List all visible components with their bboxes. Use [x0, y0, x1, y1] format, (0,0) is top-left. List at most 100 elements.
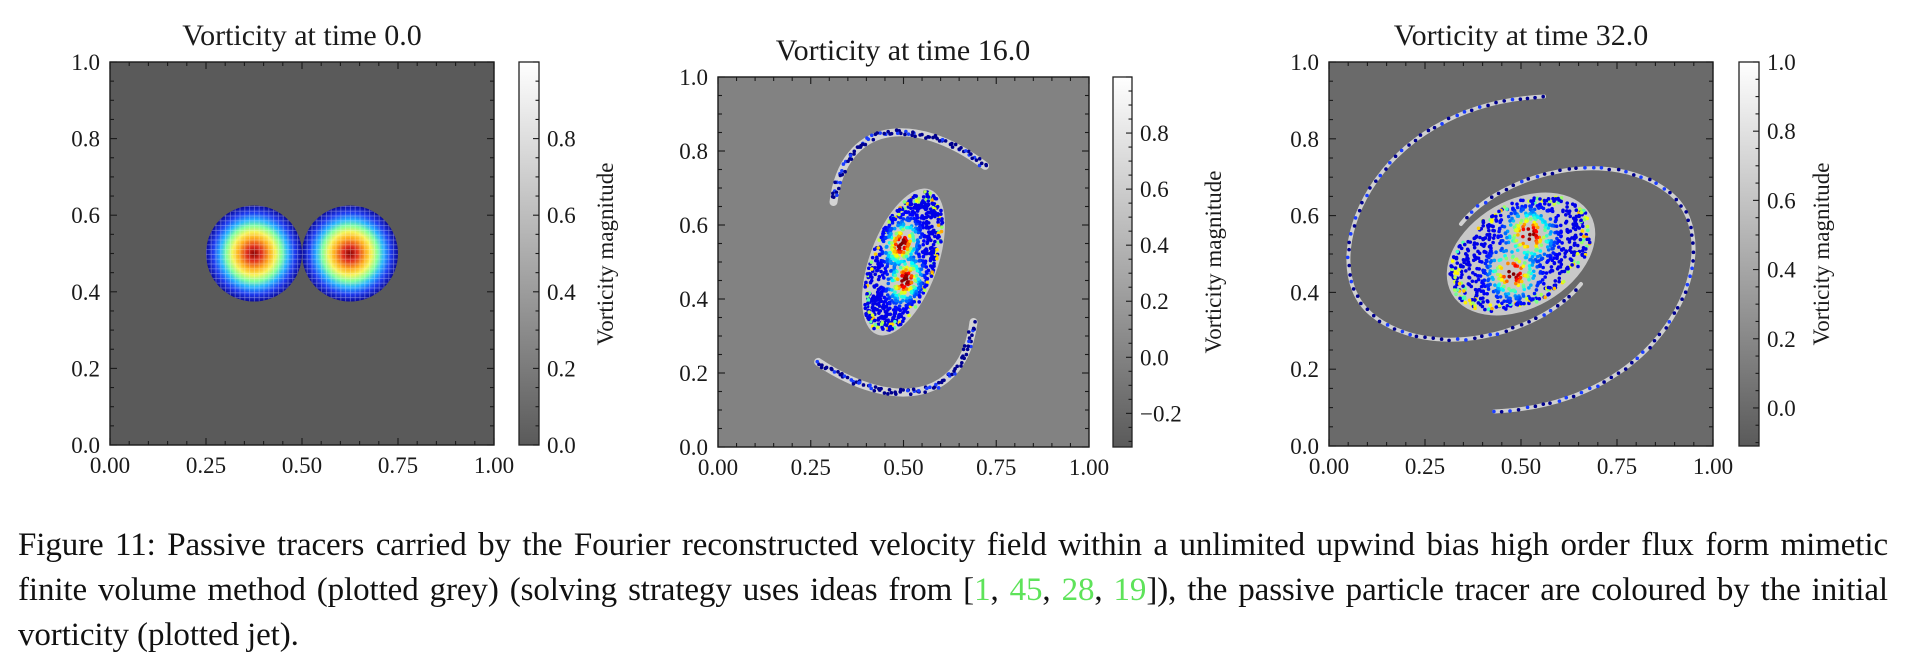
tracer-point: [1490, 214, 1494, 219]
tracer-point: [920, 200, 924, 205]
tracer-point: [921, 291, 926, 295]
tracer-point: [911, 387, 916, 392]
tracer-point: [1544, 271, 1549, 275]
tracer-point: [1547, 199, 1552, 204]
tracer-point: [1515, 205, 1520, 210]
tracer-point: [1533, 404, 1538, 409]
tracer-point: [877, 274, 882, 279]
tracer-point: [930, 201, 935, 206]
colorbar-tick-label: 1.0: [1767, 50, 1796, 75]
tracer-point: [1511, 272, 1516, 276]
tracer-point: [925, 280, 930, 285]
tracer-point: [1461, 284, 1465, 288]
tracer-point: [939, 229, 944, 234]
tracer-point: [1457, 281, 1462, 286]
tracer-point: [898, 231, 902, 235]
tracer-point: [908, 392, 913, 397]
tracer-point: [887, 220, 891, 224]
tracer-point: [900, 279, 904, 283]
tracer-point: [889, 269, 893, 273]
tracer-point: [923, 215, 927, 220]
tracer-point: [1568, 229, 1573, 233]
tracer-point: [1525, 96, 1530, 101]
tracer-point: [1504, 241, 1508, 245]
figure-caption: Figure 11: Passive tracers carried by th…: [18, 527, 1888, 653]
tracer-point: [1492, 258, 1497, 263]
tracer-point: [971, 326, 976, 331]
tracer-point: [1508, 299, 1513, 303]
colorbar-tick-label: 0.8: [547, 127, 576, 152]
tracer-point: [1504, 256, 1509, 261]
tracer-point: [927, 225, 932, 230]
tracer-point: [907, 313, 911, 318]
tracer-point: [1502, 274, 1506, 279]
tracer-point: [909, 252, 913, 256]
tracer-point: [1537, 297, 1542, 301]
tracer-point: [910, 209, 915, 214]
tracer-point: [838, 173, 843, 178]
tracer-point: [1485, 233, 1489, 237]
tracer-point: [1683, 290, 1688, 295]
tracer-point: [1530, 202, 1535, 206]
tracer-point: [966, 330, 971, 334]
tracer-point: [922, 235, 927, 239]
tracer-point: [1563, 251, 1567, 256]
tracer-point: [1580, 229, 1585, 233]
citation-link[interactable]: 1: [974, 572, 991, 608]
citation-link[interactable]: 19: [1113, 572, 1147, 608]
tracer-point: [931, 193, 936, 198]
tracer-point: [1494, 294, 1499, 299]
colorbar-ticks: 0.0 0.2 0.4 0.6 0.8 1.0: [1753, 50, 1796, 444]
tracer-point: [1488, 303, 1493, 307]
tracer-point: [1494, 218, 1498, 222]
tracer-point: [1365, 307, 1370, 312]
tracer-point: [984, 163, 989, 168]
tracer-point: [921, 242, 926, 247]
tracer-point: [1556, 245, 1561, 249]
tracer-point: [878, 131, 882, 135]
tracer-point: [1459, 269, 1464, 274]
tracer-point: [919, 267, 924, 272]
tracer-point: [1455, 280, 1459, 284]
tracer-point: [905, 388, 910, 393]
tracer-point: [925, 203, 930, 208]
tracer-point: [1508, 219, 1512, 223]
tracer-point: [1534, 316, 1538, 321]
tracer-point: [882, 276, 886, 280]
tracer-point: [833, 180, 837, 185]
tracer-point: [875, 259, 880, 263]
tracer-point: [1686, 218, 1690, 223]
y-tick-label: 0.2: [1290, 357, 1319, 382]
tracer-point: [1345, 255, 1350, 260]
tracer-point: [1542, 252, 1547, 257]
tracer-point: [836, 370, 840, 374]
tracer-point: [928, 231, 932, 236]
tracer-point: [1426, 128, 1431, 133]
tracer-point: [870, 313, 875, 317]
citation-link[interactable]: 45: [1009, 572, 1043, 608]
tracer-point: [1368, 186, 1372, 190]
tracer-point: [884, 318, 889, 323]
tracer-point: [912, 206, 916, 210]
tracer-point: [1521, 241, 1525, 246]
tracer-point: [1572, 250, 1577, 254]
tracer-point: [935, 247, 939, 252]
tracer-point: [1478, 296, 1483, 301]
tracer-point: [1512, 236, 1516, 240]
tracer-point: [875, 325, 880, 330]
tracer-point: [957, 147, 961, 151]
tracer-point: [1582, 234, 1586, 239]
tracer-point: [1557, 239, 1562, 244]
tracer-point: [1548, 241, 1553, 245]
tracer-point: [1542, 172, 1547, 176]
tracer-point: [1585, 228, 1590, 233]
tracer-point: [1502, 284, 1506, 289]
citation-link[interactable]: 28: [1061, 572, 1095, 608]
tracer-point: [884, 305, 889, 309]
tracer-point: [1509, 211, 1514, 216]
tracer-point: [870, 299, 874, 303]
tracer-point: [1467, 275, 1471, 280]
tracer-point: [921, 250, 926, 255]
tracer-point: [914, 199, 919, 203]
tracer-point: [846, 159, 850, 164]
